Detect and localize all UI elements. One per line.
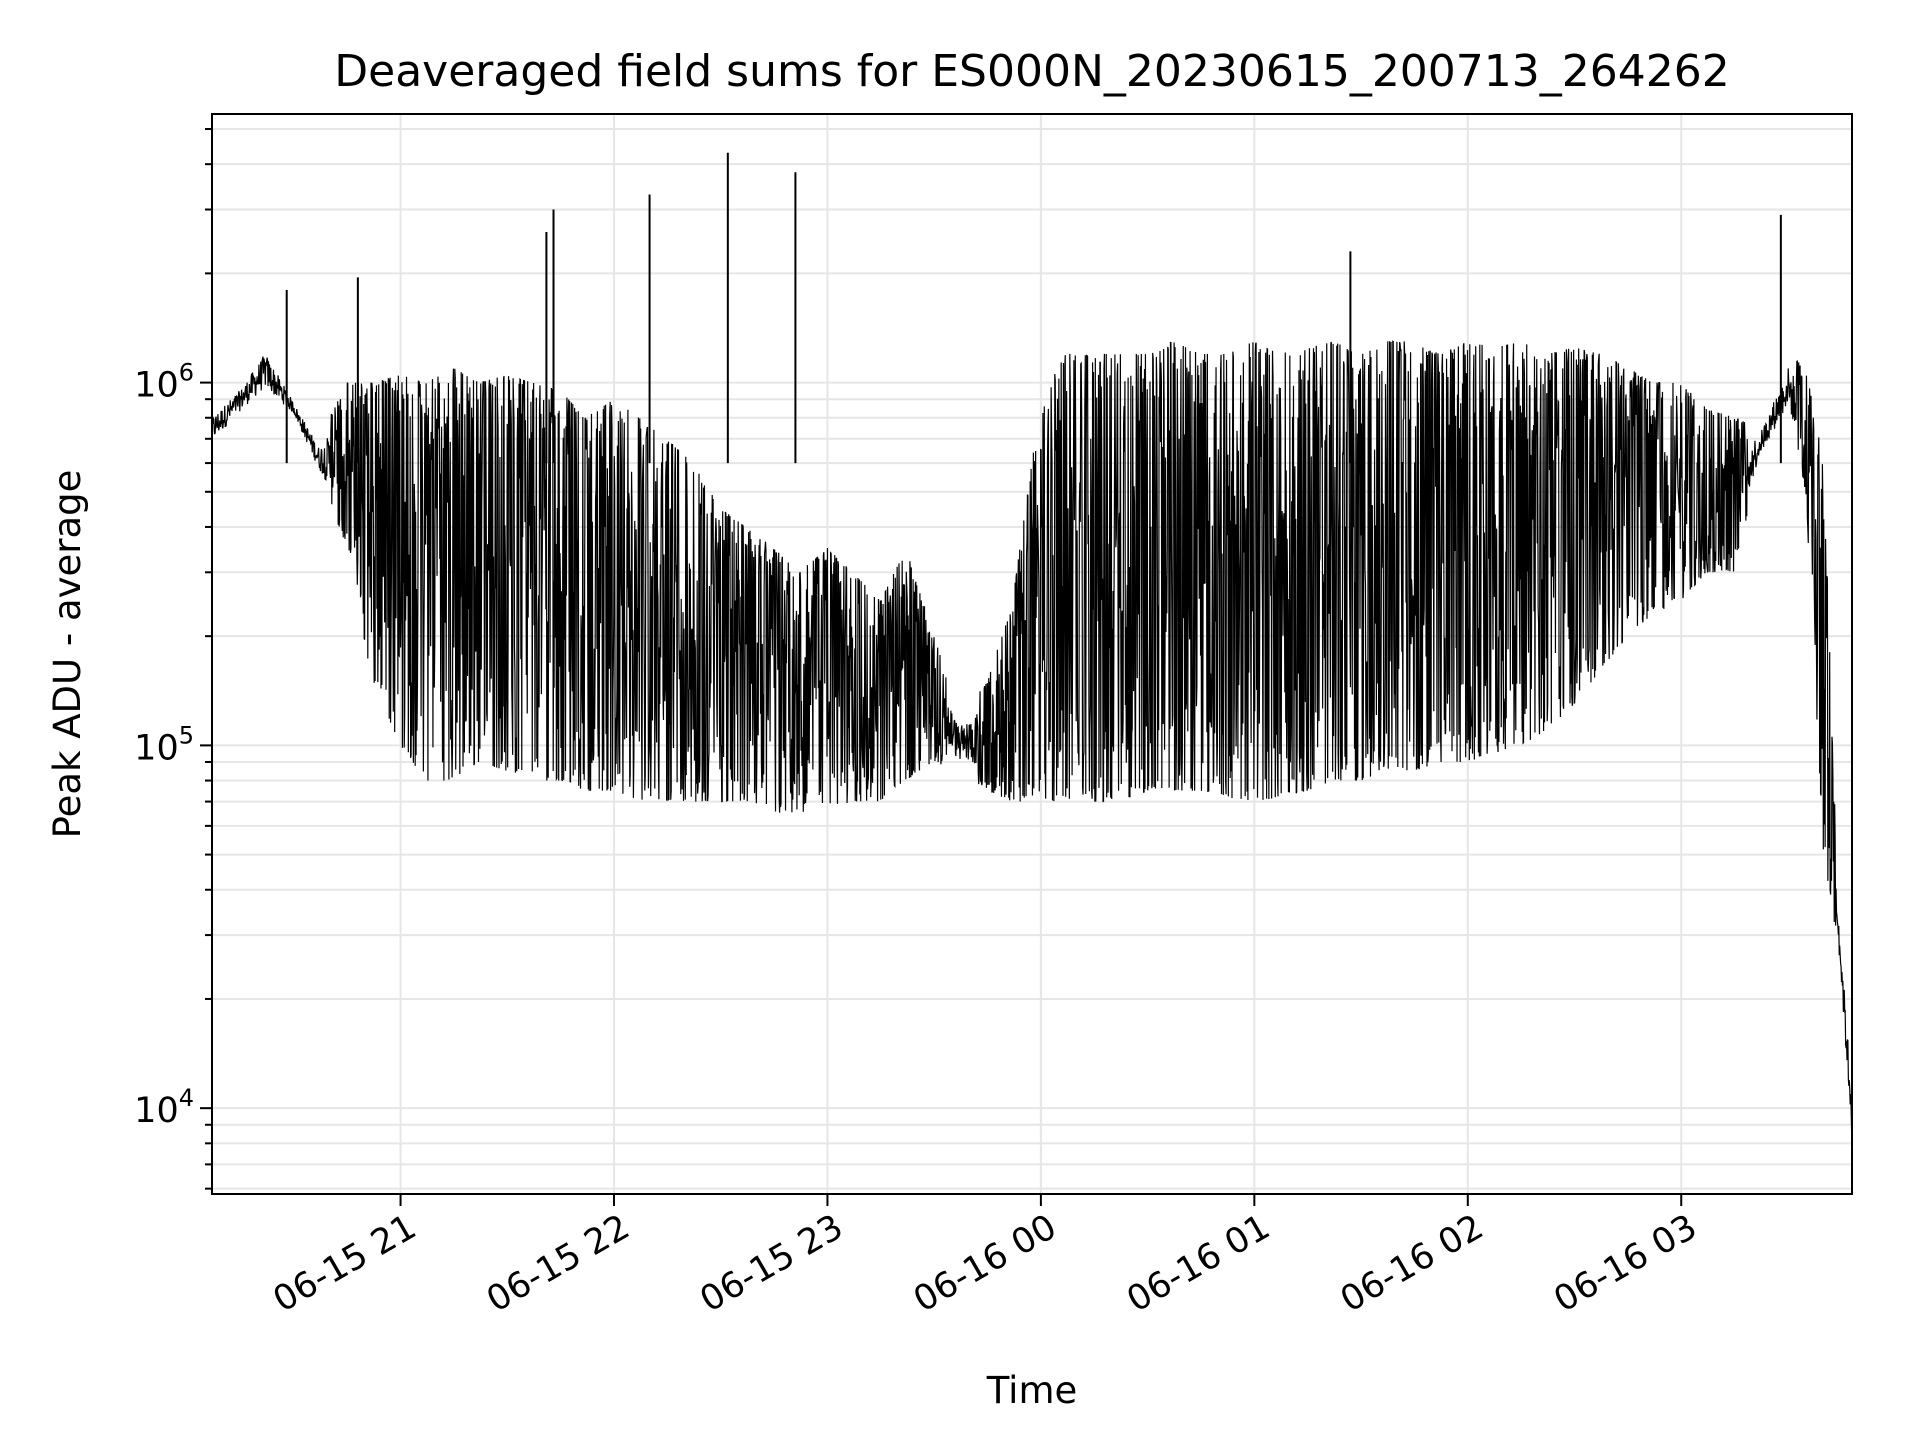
chart-title: Deaveraged field sums for ES000N_2023061… bbox=[334, 46, 1730, 97]
y-tick-label: 105 bbox=[134, 721, 194, 768]
y-tick-exponent: 4 bbox=[179, 1084, 194, 1112]
y-tick-label: 104 bbox=[134, 1084, 194, 1131]
y-tick-base: 10 bbox=[134, 728, 179, 768]
y-tick-base: 10 bbox=[134, 1091, 179, 1131]
plot-frame bbox=[211, 113, 1853, 1195]
x-axis-label: Time bbox=[986, 1369, 1078, 1412]
y-tick-label: 106 bbox=[134, 359, 194, 406]
series-line bbox=[211, 340, 1853, 1136]
y-tick-base: 10 bbox=[134, 366, 179, 406]
y-tick-exponent: 6 bbox=[179, 359, 194, 387]
y-axis-label: Peak ADU - average bbox=[46, 470, 89, 839]
y-tick-exponent: 5 bbox=[179, 721, 194, 749]
series-layer bbox=[211, 152, 1853, 1136]
